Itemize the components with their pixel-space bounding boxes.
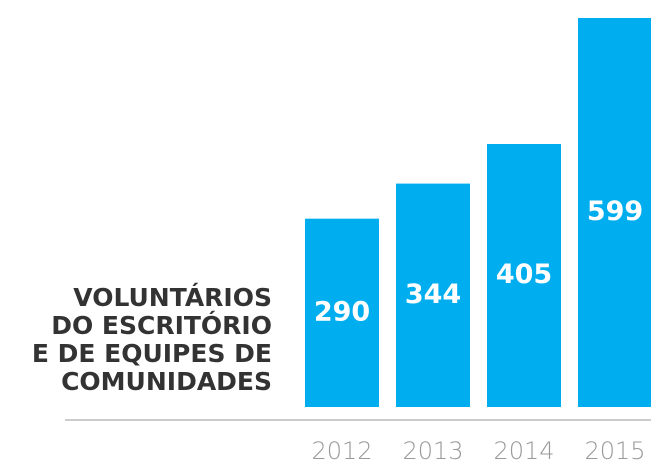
value-label: 344 [405,279,461,310]
value-label: 290 [314,296,370,327]
bar [578,18,651,407]
x-tick-label: 2015 [584,437,645,465]
chart-title-line: DO ESCRITÓRIO [51,310,272,340]
chart-title-line: E DE EQUIPES DE [32,339,272,368]
value-label: 599 [587,196,643,227]
x-tick-label: 2013 [402,437,463,465]
bar [305,218,379,407]
x-tick-label: 2012 [311,437,372,465]
x-tick-label: 2014 [493,437,554,465]
value-label: 405 [496,259,552,290]
chart-title-line: COMUNIDADES [61,367,272,396]
bar [487,143,561,408]
chart-title-line: VOLUNTÁRIOS [73,283,272,312]
bar [396,183,470,407]
